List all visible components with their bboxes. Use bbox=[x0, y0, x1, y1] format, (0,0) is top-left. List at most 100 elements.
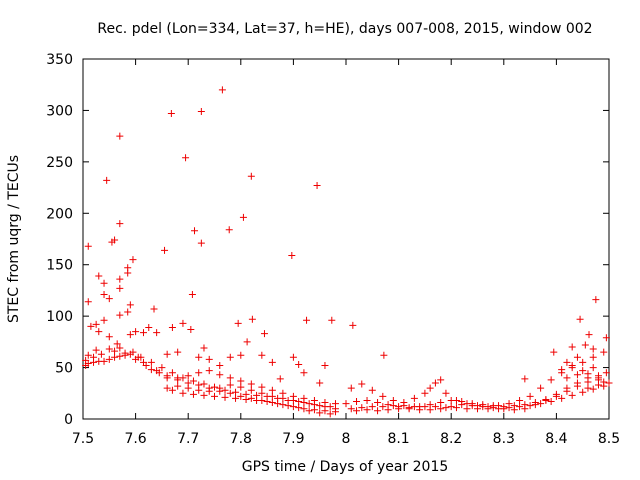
data-point bbox=[147, 366, 155, 374]
data-point bbox=[568, 391, 576, 399]
data-point bbox=[579, 367, 587, 375]
data-point bbox=[310, 401, 318, 409]
data-point bbox=[147, 358, 155, 366]
data-point bbox=[426, 401, 434, 409]
data-point bbox=[247, 394, 255, 402]
data-point bbox=[349, 321, 357, 329]
data-point bbox=[179, 374, 187, 382]
data-point bbox=[100, 279, 108, 287]
data-point bbox=[226, 381, 234, 389]
data-point bbox=[225, 226, 233, 234]
data-point bbox=[573, 379, 581, 387]
data-point bbox=[563, 384, 571, 392]
data-point bbox=[103, 176, 111, 184]
data-point bbox=[368, 403, 376, 411]
data-point bbox=[447, 403, 455, 411]
data-point bbox=[116, 284, 124, 292]
data-point bbox=[295, 360, 303, 368]
data-point bbox=[316, 409, 324, 417]
data-point bbox=[247, 172, 255, 180]
x-axis: 7.5 7.6 7.7 7.8 7.9 8 8.1 8.2 8.3 8.4 8.5 bbox=[72, 59, 620, 447]
data-point bbox=[200, 391, 208, 399]
data-point bbox=[579, 388, 587, 396]
data-point bbox=[321, 362, 329, 370]
data-point bbox=[379, 392, 387, 400]
data-point bbox=[226, 389, 234, 397]
data-point bbox=[363, 406, 371, 414]
data-point bbox=[279, 394, 287, 402]
data-point bbox=[600, 378, 608, 386]
data-point bbox=[205, 367, 213, 375]
data-point bbox=[563, 358, 571, 366]
data-point bbox=[211, 383, 218, 391]
data-point bbox=[542, 395, 550, 403]
data-point bbox=[116, 344, 124, 352]
data-point bbox=[405, 404, 413, 412]
data-point bbox=[594, 381, 602, 389]
data-point bbox=[431, 403, 439, 411]
data-point bbox=[168, 369, 176, 377]
data-point bbox=[581, 341, 589, 349]
data-point bbox=[211, 392, 218, 400]
x-tick-label: 8.1 bbox=[387, 431, 409, 447]
data-point bbox=[105, 295, 113, 303]
data-point bbox=[510, 402, 518, 410]
data-point bbox=[589, 345, 597, 353]
data-point bbox=[447, 396, 455, 404]
x-tick-label: 7.5 bbox=[72, 431, 94, 447]
data-point bbox=[221, 393, 229, 401]
data-point bbox=[347, 405, 355, 413]
data-points bbox=[82, 86, 613, 418]
data-point bbox=[316, 402, 324, 410]
data-point bbox=[108, 238, 116, 246]
data-point bbox=[279, 401, 287, 409]
data-point bbox=[500, 403, 508, 411]
data-point bbox=[526, 402, 534, 410]
data-point bbox=[288, 251, 296, 259]
data-point bbox=[442, 404, 450, 412]
data-point bbox=[226, 353, 234, 361]
data-point bbox=[431, 379, 439, 387]
data-point bbox=[305, 407, 313, 415]
data-point bbox=[116, 311, 124, 319]
data-point bbox=[100, 316, 108, 324]
data-point bbox=[174, 382, 182, 390]
data-point bbox=[300, 405, 308, 413]
y-tick-label: 0 bbox=[64, 412, 73, 428]
data-point bbox=[552, 390, 560, 398]
data-point bbox=[132, 355, 140, 363]
x-tick-label: 8.3 bbox=[493, 431, 515, 447]
data-point bbox=[90, 358, 98, 366]
data-point bbox=[188, 291, 196, 299]
data-point bbox=[452, 404, 460, 412]
data-point bbox=[479, 401, 487, 409]
data-point bbox=[189, 377, 197, 385]
x-tick-label: 7.7 bbox=[177, 431, 199, 447]
data-point bbox=[505, 400, 513, 408]
data-point bbox=[242, 395, 250, 403]
data-point bbox=[579, 358, 587, 366]
data-point bbox=[95, 357, 103, 365]
data-point bbox=[547, 376, 555, 384]
data-point bbox=[274, 400, 282, 408]
data-point bbox=[537, 384, 545, 392]
data-point bbox=[232, 388, 240, 396]
data-point bbox=[374, 399, 382, 407]
data-point bbox=[95, 328, 103, 336]
data-point bbox=[132, 328, 140, 336]
data-point bbox=[584, 370, 592, 378]
data-point bbox=[111, 347, 119, 355]
data-point bbox=[150, 305, 158, 313]
data-point bbox=[216, 362, 224, 370]
data-point bbox=[113, 340, 121, 348]
data-point bbox=[568, 343, 576, 351]
data-point bbox=[537, 400, 545, 408]
data-point bbox=[237, 392, 245, 400]
data-point bbox=[389, 396, 397, 404]
data-point bbox=[573, 371, 581, 379]
data-point bbox=[237, 383, 245, 391]
x-tick-label: 8.2 bbox=[440, 431, 462, 447]
data-point bbox=[92, 346, 100, 354]
data-point bbox=[258, 389, 266, 397]
data-point bbox=[191, 227, 199, 235]
